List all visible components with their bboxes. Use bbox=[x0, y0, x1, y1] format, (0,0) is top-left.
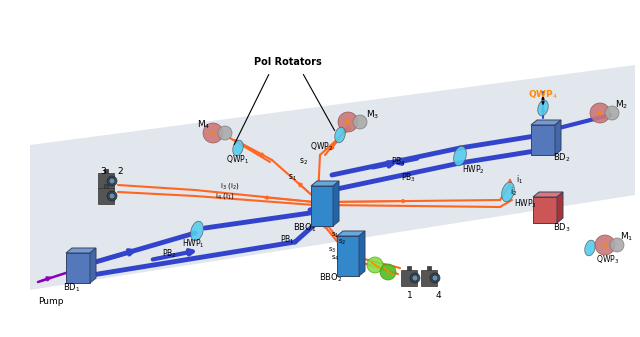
Ellipse shape bbox=[538, 100, 548, 116]
Ellipse shape bbox=[585, 240, 595, 256]
Polygon shape bbox=[104, 169, 108, 173]
Polygon shape bbox=[407, 266, 411, 270]
Text: HWP$_1$: HWP$_1$ bbox=[182, 238, 204, 250]
Text: BD$_1$: BD$_1$ bbox=[63, 282, 81, 294]
Text: s$_1$: s$_1$ bbox=[331, 231, 339, 240]
Text: BD$_3$: BD$_3$ bbox=[553, 222, 571, 234]
Text: BD$_2$: BD$_2$ bbox=[553, 152, 570, 164]
Ellipse shape bbox=[109, 193, 115, 199]
Text: s$_4$: s$_4$ bbox=[331, 253, 339, 263]
Polygon shape bbox=[30, 65, 635, 290]
Text: s$_2$: s$_2$ bbox=[298, 157, 307, 167]
Ellipse shape bbox=[502, 182, 515, 202]
Ellipse shape bbox=[410, 273, 420, 283]
Text: s$_2$: s$_2$ bbox=[338, 237, 346, 247]
Ellipse shape bbox=[610, 238, 624, 252]
Text: BBO$_1$: BBO$_1$ bbox=[292, 222, 316, 234]
Polygon shape bbox=[427, 266, 431, 270]
Polygon shape bbox=[555, 120, 561, 155]
Text: i$_1$: i$_1$ bbox=[516, 174, 523, 186]
Polygon shape bbox=[531, 120, 561, 125]
Text: Pump: Pump bbox=[38, 298, 63, 306]
Ellipse shape bbox=[338, 112, 358, 132]
Text: PB$_2$: PB$_2$ bbox=[162, 248, 177, 260]
Text: PB$_1$: PB$_1$ bbox=[280, 234, 295, 246]
Ellipse shape bbox=[203, 123, 223, 143]
Text: i$_3$ (i$_2$): i$_3$ (i$_2$) bbox=[220, 181, 240, 191]
Text: Pol Rotators: Pol Rotators bbox=[254, 57, 322, 67]
Text: QWP$_4$: QWP$_4$ bbox=[528, 89, 558, 101]
Ellipse shape bbox=[380, 264, 396, 280]
Polygon shape bbox=[359, 231, 365, 276]
Ellipse shape bbox=[430, 273, 440, 283]
Text: QWP$_3$: QWP$_3$ bbox=[596, 254, 620, 266]
Ellipse shape bbox=[454, 146, 467, 166]
Text: i$_2$: i$_2$ bbox=[510, 186, 517, 198]
Polygon shape bbox=[311, 186, 333, 226]
Polygon shape bbox=[401, 270, 417, 286]
Ellipse shape bbox=[412, 275, 418, 281]
Ellipse shape bbox=[367, 257, 383, 273]
Text: QWP$_2$: QWP$_2$ bbox=[310, 141, 333, 153]
Text: PB$_4$: PB$_4$ bbox=[390, 156, 406, 168]
Polygon shape bbox=[421, 270, 437, 286]
Text: s$_1$: s$_1$ bbox=[287, 173, 296, 183]
Polygon shape bbox=[98, 188, 114, 204]
Polygon shape bbox=[533, 192, 563, 197]
Ellipse shape bbox=[595, 235, 615, 255]
Polygon shape bbox=[66, 248, 96, 253]
Polygon shape bbox=[104, 184, 108, 188]
Polygon shape bbox=[98, 173, 114, 189]
Polygon shape bbox=[557, 192, 563, 223]
Text: QWP$_1$: QWP$_1$ bbox=[227, 154, 250, 166]
Polygon shape bbox=[311, 181, 339, 186]
Ellipse shape bbox=[590, 103, 610, 123]
Text: M$_4$: M$_4$ bbox=[196, 119, 210, 131]
Ellipse shape bbox=[107, 176, 117, 186]
Polygon shape bbox=[66, 253, 90, 283]
Text: 1: 1 bbox=[407, 290, 413, 300]
Ellipse shape bbox=[353, 115, 367, 129]
Text: BBO$_2$: BBO$_2$ bbox=[319, 272, 342, 284]
Polygon shape bbox=[337, 236, 359, 276]
Text: HWP$_2$: HWP$_2$ bbox=[462, 164, 485, 176]
Text: M$_1$: M$_1$ bbox=[620, 231, 634, 243]
Polygon shape bbox=[533, 197, 557, 223]
Text: HWP$_3$: HWP$_3$ bbox=[514, 198, 537, 210]
Ellipse shape bbox=[218, 126, 232, 140]
Ellipse shape bbox=[605, 106, 619, 120]
Ellipse shape bbox=[107, 191, 117, 201]
Ellipse shape bbox=[191, 221, 204, 241]
Ellipse shape bbox=[335, 127, 345, 143]
Text: 3: 3 bbox=[100, 167, 106, 177]
Text: PB$_3$: PB$_3$ bbox=[401, 172, 415, 184]
Polygon shape bbox=[333, 181, 339, 226]
Text: M$_3$: M$_3$ bbox=[366, 109, 380, 121]
Ellipse shape bbox=[233, 140, 243, 156]
Polygon shape bbox=[337, 231, 365, 236]
Ellipse shape bbox=[432, 275, 438, 281]
Text: M$_2$: M$_2$ bbox=[615, 99, 628, 111]
Polygon shape bbox=[90, 248, 96, 283]
Ellipse shape bbox=[109, 178, 115, 184]
Polygon shape bbox=[531, 125, 555, 155]
Text: 2: 2 bbox=[117, 167, 123, 177]
Text: s$_3$: s$_3$ bbox=[328, 245, 336, 254]
Text: 4: 4 bbox=[435, 290, 441, 300]
Text: i$_4$ (i$_1$): i$_4$ (i$_1$) bbox=[215, 191, 235, 201]
